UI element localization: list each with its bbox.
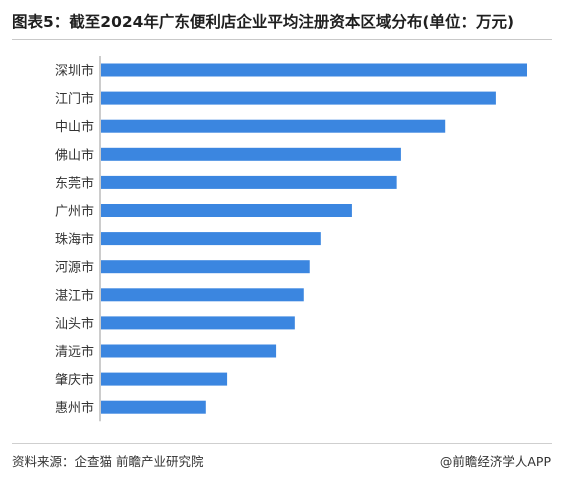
- bar: [101, 175, 397, 189]
- bar: [101, 147, 401, 161]
- bar: [101, 316, 295, 330]
- category-label: 东莞市: [55, 175, 94, 191]
- category-label: 江门市: [55, 91, 94, 107]
- category-label: 广州市: [55, 204, 94, 220]
- bar: [101, 372, 228, 386]
- category-label: 深圳市: [55, 63, 94, 79]
- category-label: 河源市: [55, 260, 94, 276]
- category-label: 惠州市: [55, 400, 94, 416]
- category-label: 汕头市: [55, 316, 94, 332]
- category-label: 中山市: [55, 119, 94, 135]
- footer-divider: [12, 443, 552, 444]
- category-label: 肇庆市: [55, 372, 94, 388]
- source-note: 资料来源：企查猫 前瞻产业研究院: [12, 454, 204, 469]
- category-label: 清远市: [55, 344, 94, 360]
- category-label: 湛江市: [55, 288, 94, 304]
- bar: [101, 400, 206, 414]
- bar: [101, 63, 527, 77]
- category-label: 珠海市: [55, 232, 94, 248]
- chart-title: 图表5：截至2024年广东便利店企业平均注册资本区域分布(单位：万元): [12, 13, 515, 31]
- bar: [101, 119, 446, 133]
- bar: [101, 204, 352, 217]
- bar: [101, 260, 310, 274]
- credit-note: @前瞻经济学人APP: [439, 454, 551, 469]
- bar: [101, 344, 277, 358]
- bar: [101, 232, 321, 246]
- bar: [101, 288, 304, 302]
- bar: [101, 91, 496, 105]
- title-divider: [12, 39, 552, 40]
- category-label: 佛山市: [55, 147, 94, 163]
